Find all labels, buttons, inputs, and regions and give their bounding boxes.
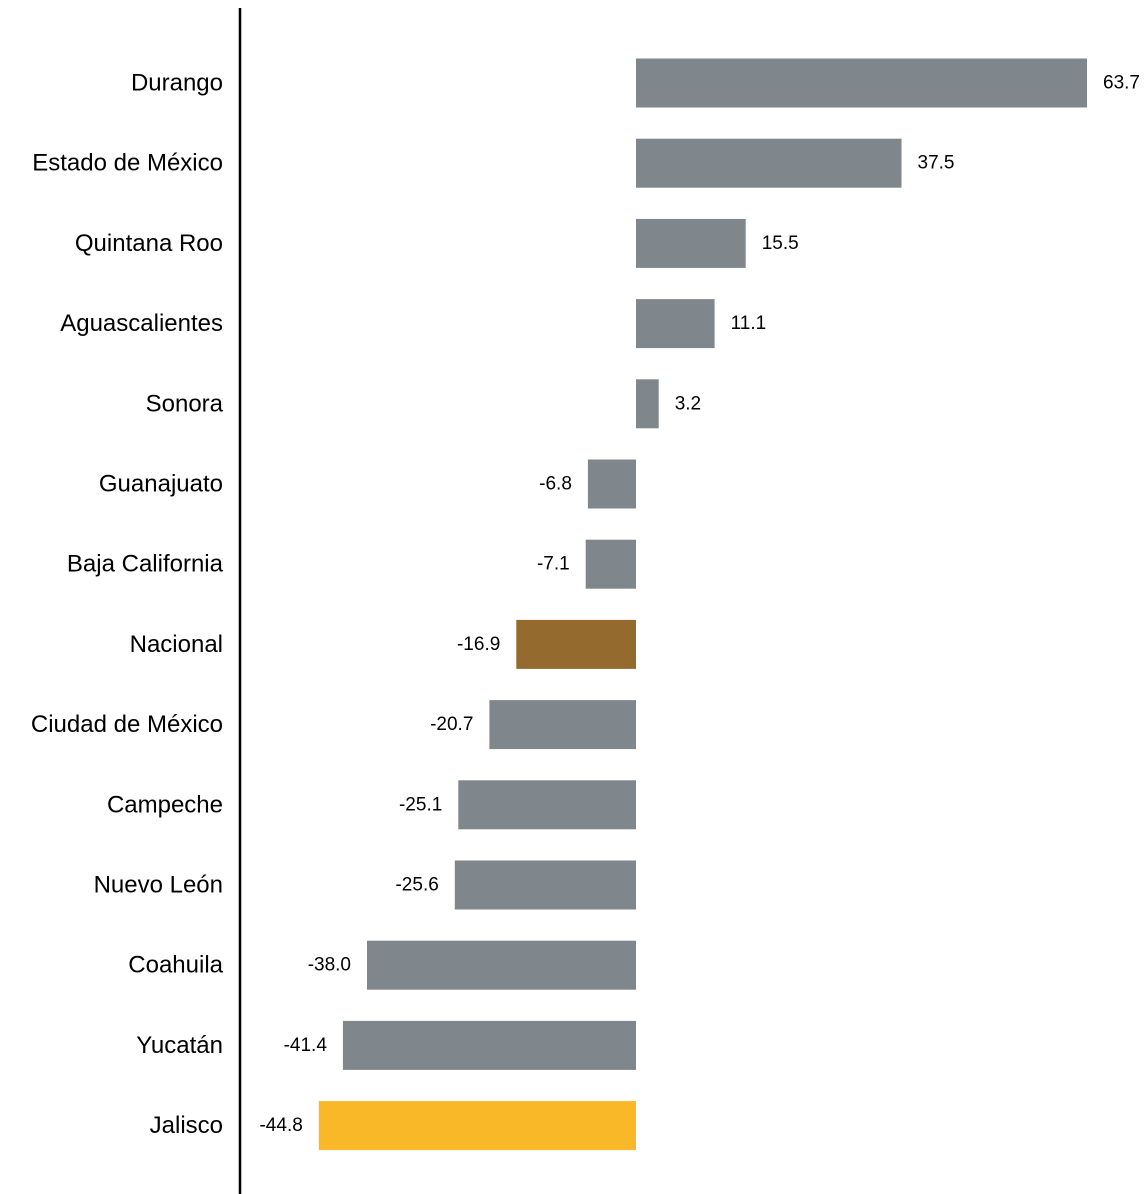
value-label-coahuila: -38.0: [308, 955, 351, 976]
value-label-jalisco: -44.8: [259, 1115, 302, 1136]
value-label-baja-california: -7.1: [537, 554, 570, 575]
category-label-baja-california: Baja California: [67, 551, 224, 578]
bar-sonora: [636, 379, 659, 429]
bar-ciudad-de-mexico: [489, 700, 636, 750]
category-label-jalisco: Jalisco: [150, 1112, 223, 1139]
value-label-estado-de-mexico: 37.5: [918, 153, 955, 174]
category-label-campeche: Campeche: [107, 791, 223, 818]
value-label-campeche: -25.1: [399, 794, 442, 815]
value-label-guanajuato: -6.8: [539, 474, 572, 495]
bar-aguascalientes: [636, 299, 715, 349]
value-label-quintana-roo: 15.5: [762, 233, 799, 254]
value-label-yucatan: -41.4: [284, 1035, 328, 1056]
value-label-durango: 63.7: [1103, 73, 1140, 94]
bar-yucatan: [342, 1020, 636, 1070]
value-label-nacional: -16.9: [457, 634, 500, 655]
category-label-aguascalientes: Aguascalientes: [60, 310, 223, 337]
value-label-ciudad-de-mexico: -20.7: [430, 714, 473, 735]
value-label-nuevo-leon: -25.6: [395, 875, 438, 896]
category-label-yucatan: Yucatán: [136, 1032, 223, 1059]
bars-group: [318, 58, 1087, 1151]
category-label-coahuila: Coahuila: [128, 952, 223, 979]
bar-durango: [636, 58, 1087, 108]
bar-campeche: [458, 780, 636, 830]
category-label-nuevo-leon: Nuevo León: [94, 872, 223, 899]
value-label-sonora: 3.2: [675, 393, 701, 414]
category-label-guanajuato: Guanajuato: [99, 471, 223, 498]
bar-quintana-roo: [636, 218, 746, 268]
category-label-ciudad-de-mexico: Ciudad de México: [31, 711, 223, 738]
bar-jalisco: [318, 1101, 636, 1151]
value-label-aguascalientes: 11.1: [731, 313, 767, 334]
bar-baja-california: [585, 539, 636, 589]
bar-guanajuato: [587, 459, 636, 509]
category-labels-group: Durango Estado de México Quintana Roo Aguas…: [31, 70, 224, 1140]
bar-nacional: [516, 619, 636, 669]
category-label-estado-de-mexico: Estado de México: [32, 150, 223, 177]
bar-coahuila: [367, 940, 636, 990]
category-label-quintana-roo: Quintana Roo: [75, 230, 223, 257]
bar-nuevo-leon: [454, 860, 636, 910]
category-label-durango: Durango: [131, 70, 223, 97]
category-label-nacional: Nacional: [130, 631, 223, 658]
category-label-sonora: Sonora: [146, 390, 224, 417]
value-labels-group: 63.7 37.5 15.5 11.1 3.2 -6.8 -7.1 -16.9 -20.7 -25…: [259, 73, 1139, 1137]
bar-estado-de-mexico: [636, 138, 902, 188]
